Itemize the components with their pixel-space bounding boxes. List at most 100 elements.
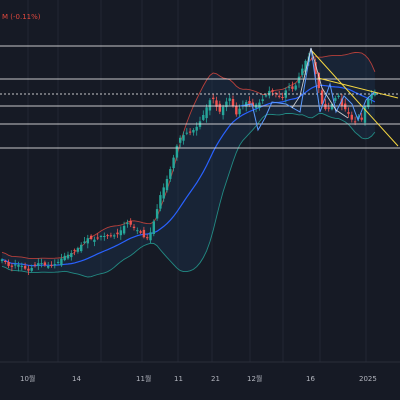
candle[interactable] (221, 104, 225, 120)
time-axis[interactable]: 10월 14 11월 11 21 12월 16 2025 (20, 374, 377, 383)
candle[interactable] (212, 93, 215, 104)
candle[interactable] (340, 93, 344, 111)
candle[interactable] (63, 252, 66, 262)
candle[interactable] (103, 232, 106, 241)
candle[interactable] (268, 86, 271, 99)
candle[interactable] (73, 248, 76, 256)
candle[interactable] (113, 233, 116, 240)
candle[interactable] (188, 128, 192, 136)
candle[interactable] (152, 219, 155, 237)
candle[interactable] (334, 95, 337, 104)
candle[interactable] (76, 246, 80, 254)
candle[interactable] (208, 98, 212, 116)
candle[interactable] (350, 111, 353, 123)
candle[interactable] (149, 227, 152, 244)
candle[interactable] (360, 113, 363, 122)
candle[interactable] (43, 260, 47, 267)
candle[interactable] (172, 154, 175, 172)
candle[interactable] (205, 104, 208, 123)
candle[interactable] (297, 72, 301, 88)
candle[interactable] (363, 105, 367, 126)
candle[interactable] (109, 232, 113, 238)
candle[interactable] (129, 218, 132, 228)
candle[interactable] (165, 175, 169, 193)
candle[interactable] (294, 83, 297, 91)
candle[interactable] (40, 258, 43, 268)
candle[interactable] (367, 96, 370, 110)
candle[interactable] (66, 251, 70, 260)
drawing-tools[interactable] (239, 47, 399, 147)
candle[interactable] (136, 227, 139, 235)
candle[interactable] (235, 102, 238, 117)
trendline-upper[interactable] (310, 49, 399, 147)
candle[interactable] (228, 94, 231, 106)
candle[interactable] (83, 237, 86, 245)
candle[interactable] (169, 166, 172, 182)
candle[interactable] (179, 135, 182, 148)
candle[interactable] (159, 191, 162, 212)
candle[interactable] (370, 90, 373, 104)
candle[interactable] (70, 250, 73, 261)
candle[interactable] (373, 89, 377, 97)
candle[interactable] (271, 88, 274, 96)
candle[interactable] (301, 64, 304, 78)
candle[interactable] (23, 262, 27, 271)
candle[interactable] (89, 234, 93, 241)
candle[interactable] (281, 92, 284, 101)
candle[interactable] (122, 221, 126, 235)
trendline-lower[interactable] (317, 77, 399, 99)
candle[interactable] (238, 104, 241, 118)
candle[interactable] (50, 261, 53, 268)
candle[interactable] (20, 262, 23, 271)
candle[interactable] (126, 219, 129, 228)
candle[interactable] (0, 258, 4, 264)
candle[interactable] (116, 228, 119, 238)
candle[interactable] (287, 83, 291, 91)
candle[interactable] (258, 99, 261, 111)
candle[interactable] (47, 262, 50, 269)
candle[interactable] (202, 110, 205, 121)
candle[interactable] (14, 259, 17, 269)
candle[interactable] (30, 264, 33, 273)
candle[interactable] (142, 226, 146, 239)
candle[interactable] (119, 226, 122, 240)
candle[interactable] (17, 261, 20, 272)
candle[interactable] (139, 229, 142, 235)
candle[interactable] (96, 233, 99, 241)
pattern-drawing[interactable] (239, 47, 375, 132)
candle[interactable] (261, 94, 264, 104)
candle[interactable] (274, 91, 278, 98)
candle[interactable] (182, 131, 185, 145)
pattern-outline[interactable] (291, 47, 349, 119)
candle[interactable] (248, 96, 251, 107)
candle[interactable] (7, 259, 10, 269)
candle[interactable] (146, 234, 149, 241)
candle[interactable] (192, 128, 195, 136)
candle[interactable] (218, 100, 221, 115)
candle[interactable] (80, 242, 83, 253)
candle[interactable] (320, 87, 324, 108)
candle[interactable] (337, 93, 340, 99)
candle[interactable] (4, 259, 7, 265)
candle[interactable] (93, 236, 96, 247)
candle[interactable] (106, 233, 109, 239)
candle[interactable] (99, 234, 103, 241)
candle[interactable] (53, 259, 56, 269)
candle[interactable] (86, 234, 89, 249)
candle[interactable] (225, 97, 228, 112)
candle[interactable] (27, 265, 30, 275)
candle[interactable] (162, 183, 165, 202)
candle[interactable] (60, 253, 63, 267)
candle[interactable] (278, 90, 281, 99)
horizontal-levels[interactable] (0, 45, 400, 149)
candle[interactable] (314, 58, 317, 79)
candle[interactable] (185, 128, 188, 136)
candle[interactable] (215, 96, 218, 111)
candle[interactable] (155, 204, 159, 221)
candle[interactable] (132, 224, 136, 231)
candle[interactable] (347, 107, 350, 118)
candle[interactable] (56, 259, 60, 266)
candle[interactable] (175, 144, 179, 161)
